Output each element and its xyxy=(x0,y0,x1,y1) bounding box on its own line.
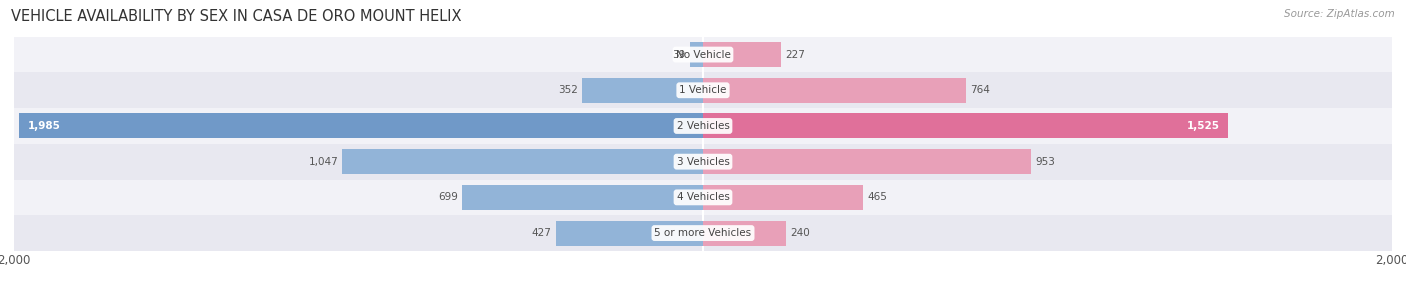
Bar xyxy=(689,42,703,67)
Text: No Vehicle: No Vehicle xyxy=(675,50,731,60)
Bar xyxy=(342,149,703,174)
Text: 3 Vehicles: 3 Vehicles xyxy=(676,157,730,167)
Bar xyxy=(582,78,703,103)
Text: 699: 699 xyxy=(439,192,458,202)
Text: VEHICLE AVAILABILITY BY SEX IN CASA DE ORO MOUNT HELIX: VEHICLE AVAILABILITY BY SEX IN CASA DE O… xyxy=(11,9,461,24)
Bar xyxy=(703,78,966,103)
Text: 427: 427 xyxy=(531,228,551,238)
Text: 2 Vehicles: 2 Vehicles xyxy=(676,121,730,131)
Bar xyxy=(14,144,1392,180)
Text: 465: 465 xyxy=(868,192,887,202)
Text: 240: 240 xyxy=(790,228,810,238)
Bar xyxy=(463,185,703,210)
Text: 953: 953 xyxy=(1035,157,1056,167)
Text: 39: 39 xyxy=(672,50,686,60)
Text: 5 or more Vehicles: 5 or more Vehicles xyxy=(654,228,752,238)
Text: 4 Vehicles: 4 Vehicles xyxy=(676,192,730,202)
Bar xyxy=(14,215,1392,251)
Text: 1,525: 1,525 xyxy=(1187,121,1219,131)
Text: 1 Vehicle: 1 Vehicle xyxy=(679,85,727,95)
Text: 764: 764 xyxy=(970,85,990,95)
Bar xyxy=(14,180,1392,215)
Text: 1,985: 1,985 xyxy=(28,121,60,131)
Bar xyxy=(703,185,863,210)
Bar xyxy=(20,114,703,138)
Bar xyxy=(703,221,786,246)
Bar xyxy=(703,149,1031,174)
Text: 227: 227 xyxy=(786,50,806,60)
Bar xyxy=(14,37,1392,73)
Bar xyxy=(703,114,1229,138)
Text: 352: 352 xyxy=(558,85,578,95)
Bar xyxy=(703,42,782,67)
Text: Source: ZipAtlas.com: Source: ZipAtlas.com xyxy=(1284,9,1395,19)
Bar xyxy=(555,221,703,246)
Bar xyxy=(14,73,1392,108)
Text: 1,047: 1,047 xyxy=(308,157,339,167)
Bar xyxy=(14,108,1392,144)
